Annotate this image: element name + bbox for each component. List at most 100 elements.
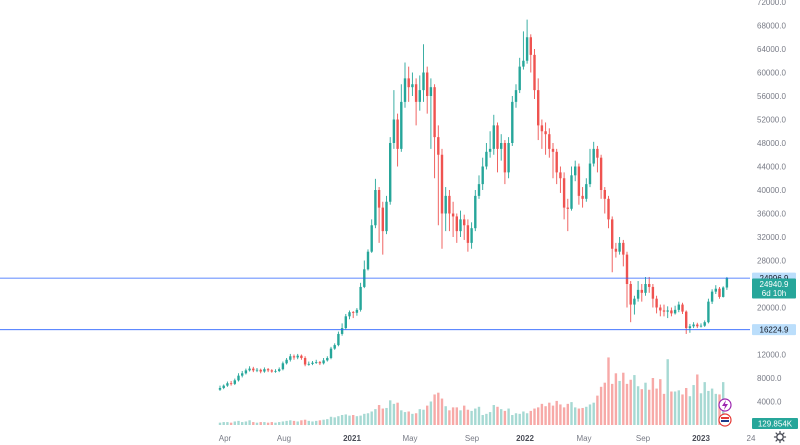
settings-gear-icon[interactable] xyxy=(773,430,787,444)
volume-bar xyxy=(677,390,680,425)
candle xyxy=(703,320,706,327)
candle xyxy=(414,78,418,126)
flag-icon[interactable] xyxy=(718,413,732,427)
candle xyxy=(459,210,462,237)
candle xyxy=(577,163,581,205)
candle xyxy=(651,284,655,308)
candle xyxy=(551,143,555,179)
candle xyxy=(655,295,658,314)
volume-bar xyxy=(263,422,266,425)
volume-bar xyxy=(389,400,392,425)
candle xyxy=(710,289,714,304)
volume-bar xyxy=(655,388,658,425)
volume-bar xyxy=(296,421,299,425)
volume-bar xyxy=(463,405,466,425)
candle xyxy=(296,353,299,360)
candle xyxy=(696,322,699,329)
candle xyxy=(274,369,277,373)
y-tick-label: 12000.0 xyxy=(757,351,786,360)
candle xyxy=(400,84,403,152)
volume-bar xyxy=(518,413,521,425)
candle xyxy=(329,346,333,360)
candle xyxy=(648,276,651,293)
volume-bar xyxy=(307,420,310,425)
volume-bar xyxy=(444,406,447,425)
candle xyxy=(281,361,285,371)
candle xyxy=(522,31,525,70)
candle xyxy=(248,366,251,372)
candle xyxy=(292,354,296,360)
candle xyxy=(622,239,625,267)
candle xyxy=(699,323,703,328)
volume-bar xyxy=(433,394,436,425)
candle xyxy=(285,358,288,365)
volume-bar xyxy=(303,419,307,425)
volume-bar xyxy=(529,410,532,425)
volume-bar xyxy=(659,379,662,425)
volume-bar xyxy=(440,398,444,425)
volume-bar xyxy=(666,359,669,425)
volume-bar xyxy=(581,407,584,425)
candle xyxy=(318,360,322,366)
x-tick-label: Sep xyxy=(465,434,480,443)
volume-bar xyxy=(651,378,655,425)
candle xyxy=(266,368,270,373)
y-tick-label: 8000.0 xyxy=(757,374,782,383)
volume-bar xyxy=(714,393,717,425)
y-tick-label: 52000.0 xyxy=(757,116,786,125)
candle xyxy=(426,66,429,114)
candle xyxy=(333,343,336,350)
volume-bar xyxy=(559,404,562,425)
volume-bar xyxy=(507,408,510,425)
volume-bar xyxy=(414,413,418,425)
candle xyxy=(429,78,433,149)
volume-bar xyxy=(355,416,359,425)
candle xyxy=(629,281,632,323)
candle xyxy=(440,148,444,249)
volume-bar xyxy=(566,403,569,425)
y-axis[interactable]: 4000.0 8000.0 12000.0 20000.0 28000.0 32000.0… xyxy=(757,0,786,407)
candle xyxy=(377,187,381,243)
volume-bar xyxy=(603,382,606,425)
candle xyxy=(444,187,447,232)
candle xyxy=(511,96,514,146)
volume-bar xyxy=(400,410,403,425)
chart-icons[interactable] xyxy=(718,398,787,444)
volume-bar xyxy=(241,422,244,425)
volume-bar xyxy=(592,402,595,425)
y-tick-label: 36000.0 xyxy=(757,210,786,219)
y-tick-label: 20000.0 xyxy=(757,304,786,313)
candle xyxy=(237,373,240,382)
x-tick-label: Apr xyxy=(219,434,232,443)
candle xyxy=(241,370,244,378)
candle xyxy=(433,84,436,179)
candle xyxy=(481,157,484,190)
candle xyxy=(677,301,680,313)
volume-bar xyxy=(537,407,540,425)
volume-bar xyxy=(237,420,240,425)
lightning-icon[interactable] xyxy=(718,398,732,412)
x-axis[interactable]: Apr Aug 2021 May Sep 2022 May Sep 2023 24 xyxy=(219,434,756,443)
volume-bar xyxy=(292,420,296,425)
candle xyxy=(625,251,629,308)
candle xyxy=(396,113,399,167)
candle xyxy=(692,322,695,329)
volume-bar xyxy=(366,413,370,425)
volume-bar xyxy=(459,410,462,425)
volume-bar xyxy=(477,406,481,425)
volume-bar xyxy=(278,422,281,425)
volume-bar xyxy=(688,396,692,425)
volume-bar xyxy=(348,415,351,425)
y-tick-label: 72000.0 xyxy=(757,0,786,7)
volume-label: 129.854K xyxy=(758,420,793,429)
volume-bar xyxy=(574,407,577,425)
candle xyxy=(581,187,584,208)
volume-bar xyxy=(485,413,488,425)
volume-bar xyxy=(648,389,651,425)
candle xyxy=(514,84,518,108)
horizontal-lines[interactable] xyxy=(0,277,750,331)
candle xyxy=(355,308,359,316)
volume-bar xyxy=(540,403,544,425)
